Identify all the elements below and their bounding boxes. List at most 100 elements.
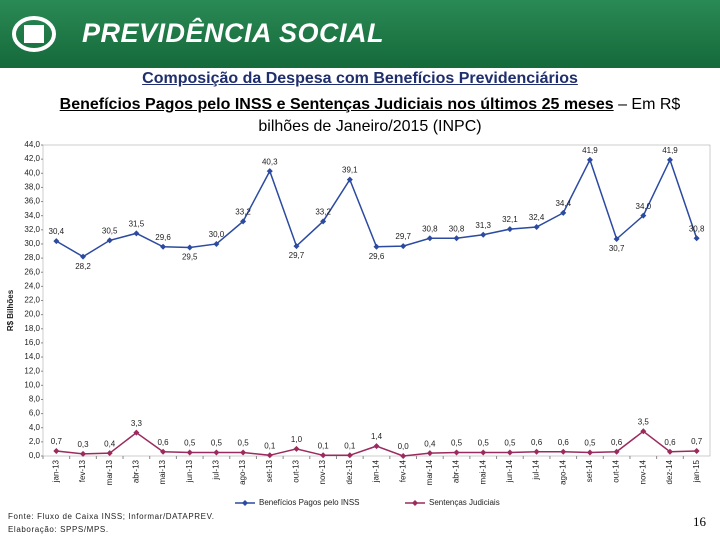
point xyxy=(160,243,167,250)
y-tick-label: 40,0 xyxy=(24,168,40,177)
value-label: 0,3 xyxy=(77,440,89,449)
plot-area xyxy=(42,144,711,457)
point xyxy=(160,448,167,455)
y-tick-label: 14,0 xyxy=(24,352,40,361)
value-label: 40,3 xyxy=(262,157,278,166)
value-label: 0,0 xyxy=(398,442,410,451)
logo xyxy=(12,16,56,52)
x-tick-label: ago-13 xyxy=(238,459,247,484)
value-label: 0,5 xyxy=(184,439,196,448)
value-label: 0,6 xyxy=(611,438,623,447)
value-label: 29,7 xyxy=(395,232,411,241)
x-tick-label: fev-13 xyxy=(78,459,87,482)
point xyxy=(666,448,673,455)
y-tick-label: 32,0 xyxy=(24,225,40,234)
x-tick-label: jul-14 xyxy=(532,459,541,480)
x-tick-label: dez-14 xyxy=(665,459,674,484)
x-tick-label: mar-14 xyxy=(425,459,434,485)
y-tick-label: 12,0 xyxy=(24,366,40,375)
value-label: 0,4 xyxy=(104,439,116,448)
x-tick-label: ago-14 xyxy=(558,459,567,484)
point xyxy=(320,452,327,459)
point xyxy=(560,448,567,455)
point xyxy=(560,209,567,216)
y-tick-label: 24,0 xyxy=(24,281,40,290)
point xyxy=(480,231,487,238)
point xyxy=(400,243,407,250)
y-tick-label: 44,0 xyxy=(24,140,40,149)
value-label: 0,7 xyxy=(691,437,703,446)
legend-marker xyxy=(242,500,248,506)
x-tick-label: jun-14 xyxy=(505,459,514,483)
point xyxy=(266,452,273,459)
value-label: 30,8 xyxy=(449,224,465,233)
subtitle: Benefícios Pagos pelo INSS e Sentenças J… xyxy=(59,96,614,113)
value-label: 0,5 xyxy=(238,439,250,448)
point xyxy=(586,156,593,163)
x-tick-label: jan-13 xyxy=(51,459,60,483)
x-tick-label: nov-14 xyxy=(638,459,647,484)
y-tick-label: 26,0 xyxy=(24,267,40,276)
x-tick-label: set-13 xyxy=(265,459,274,482)
y-tick-label: 28,0 xyxy=(24,253,40,262)
value-label: 30,8 xyxy=(422,224,438,233)
y-tick-label: 2,0 xyxy=(29,437,41,446)
y-tick-label: 4,0 xyxy=(29,423,41,432)
y-tick-label: 20,0 xyxy=(24,310,40,319)
value-label: 29,6 xyxy=(155,233,171,242)
value-label: 30,0 xyxy=(209,230,225,239)
point xyxy=(240,218,247,225)
value-label: 0,6 xyxy=(531,438,543,447)
point xyxy=(266,168,273,175)
point xyxy=(426,450,433,457)
header-bar: PREVIDÊNCIA SOCIAL xyxy=(0,0,720,68)
value-label: 29,6 xyxy=(369,252,385,261)
page-number: 16 xyxy=(693,514,706,529)
value-label: 34,0 xyxy=(636,202,652,211)
point xyxy=(133,230,140,237)
subtitle-units: – Em R$ bilhões de Janeiro/2015 (INPC) xyxy=(258,96,681,135)
chart-title: Composição da Despesa com Benefícios Pre… xyxy=(142,70,578,87)
legend-label: Benefícios Pagos pelo INSS xyxy=(259,498,360,507)
point xyxy=(693,448,700,455)
y-tick-label: 30,0 xyxy=(24,239,40,248)
y-tick-label: 18,0 xyxy=(24,324,40,333)
y-tick-label: 36,0 xyxy=(24,197,40,206)
series-line xyxy=(55,157,698,258)
x-tick-label: jun-13 xyxy=(185,459,194,483)
value-label: 30,8 xyxy=(689,224,705,233)
value-label: 28,2 xyxy=(75,262,91,271)
x-tick-label: mai-13 xyxy=(158,459,167,484)
value-label: 34,4 xyxy=(555,199,571,208)
value-label: 29,5 xyxy=(182,253,198,262)
value-label: 0,5 xyxy=(584,439,596,448)
point xyxy=(320,218,327,225)
point xyxy=(53,448,60,455)
y-tick-label: 38,0 xyxy=(24,183,40,192)
legend-label: Sentenças Judiciais xyxy=(429,498,500,507)
value-label: 41,9 xyxy=(662,146,678,155)
y-tick-label: 42,0 xyxy=(24,154,40,163)
value-label: 0,5 xyxy=(478,439,490,448)
point xyxy=(426,235,433,242)
credit: Elaboração: SPPS/MPS. xyxy=(8,525,109,534)
point xyxy=(53,238,60,245)
value-label: 3,5 xyxy=(638,417,650,426)
value-label: 31,5 xyxy=(129,219,145,228)
point xyxy=(640,212,647,219)
point xyxy=(346,176,353,183)
value-label: 1,0 xyxy=(291,435,303,444)
point xyxy=(586,449,593,456)
point xyxy=(106,450,113,457)
y-tick-label: 0,0 xyxy=(29,451,41,460)
point xyxy=(293,445,300,452)
value-label: 0,4 xyxy=(424,439,436,448)
point xyxy=(666,156,673,163)
x-tick-label: fev-14 xyxy=(398,459,407,482)
point xyxy=(533,448,540,455)
point xyxy=(293,243,300,250)
point xyxy=(373,443,380,450)
point xyxy=(373,243,380,250)
point xyxy=(453,449,460,456)
value-label: 33,2 xyxy=(235,207,251,216)
